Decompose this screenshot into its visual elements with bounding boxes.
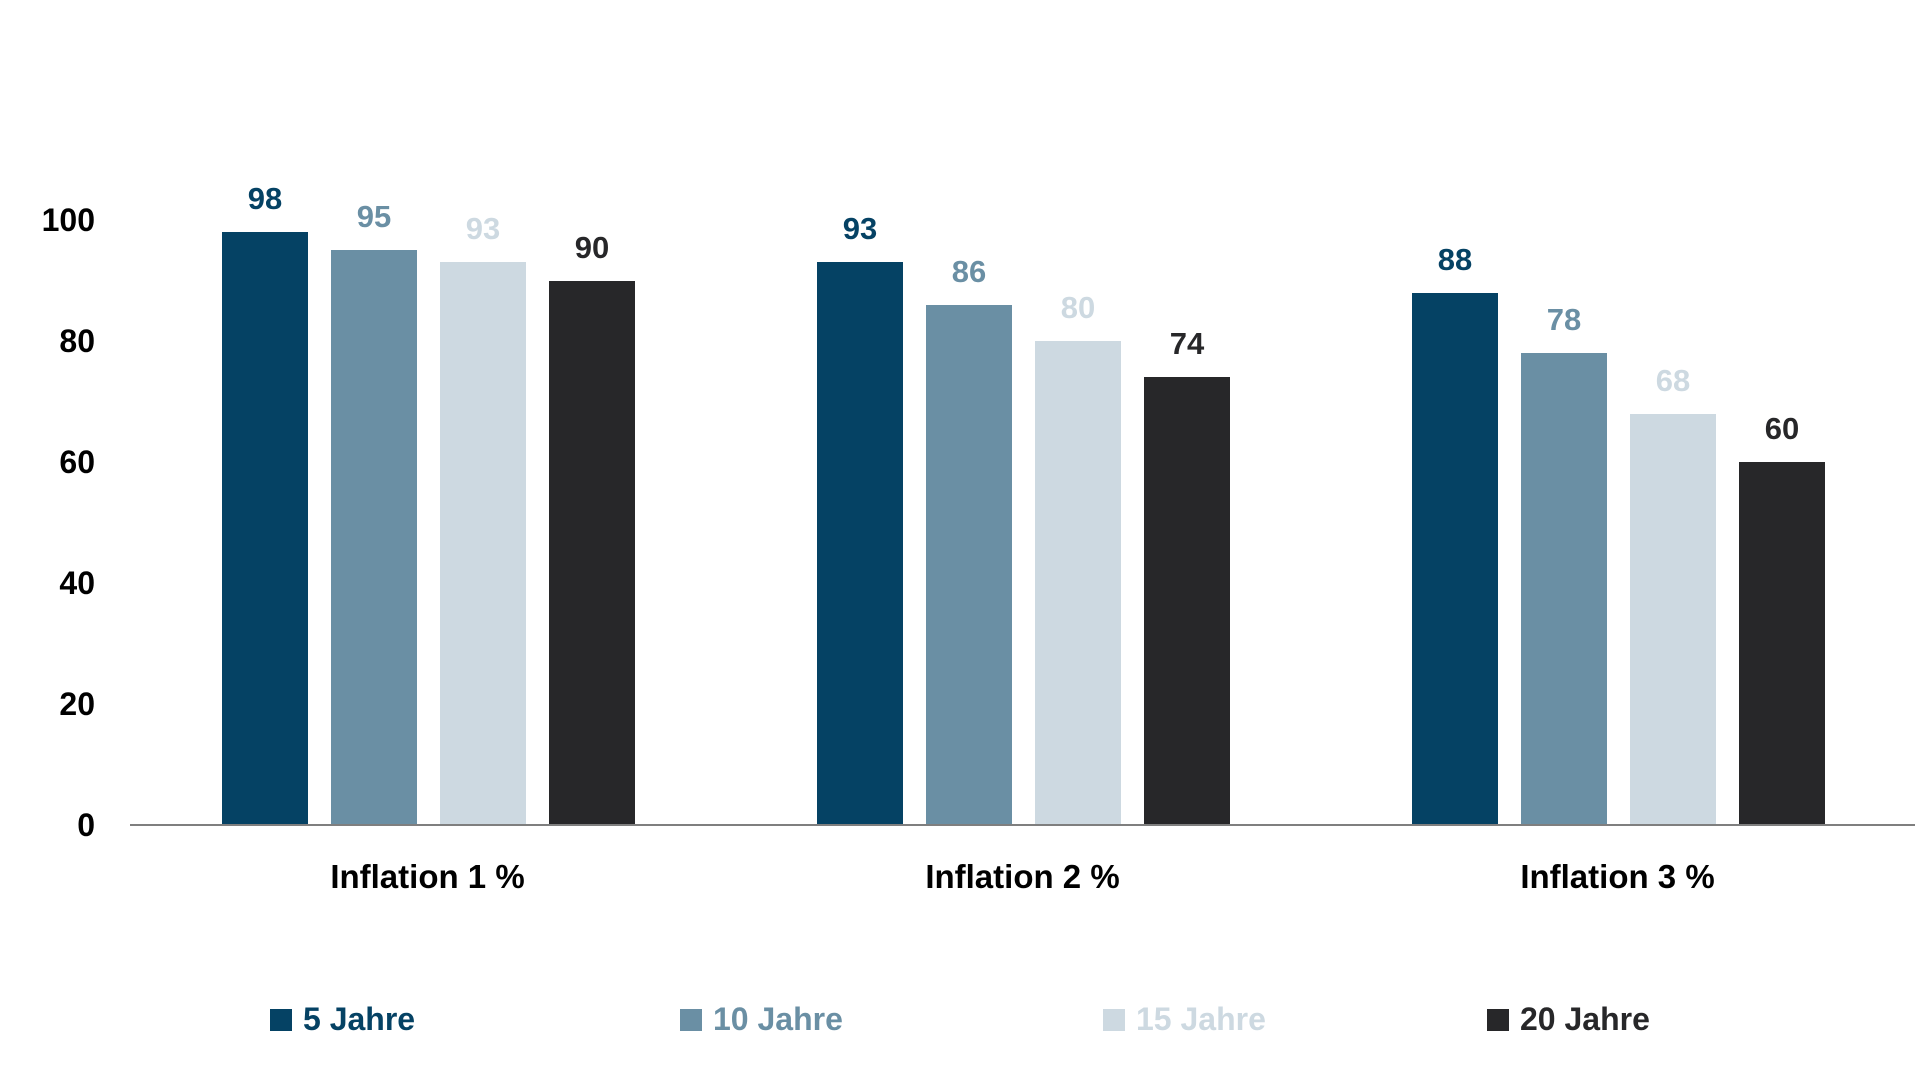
bar-5-jahre-2	[817, 262, 903, 825]
bar-value-label: 98	[247, 181, 283, 217]
legend-label: 5 Jahre	[303, 1001, 416, 1037]
legend-swatch-icon	[680, 1008, 702, 1031]
bar-value-label: 95	[356, 199, 392, 235]
bar-5-jahre-1	[222, 232, 308, 825]
bar-20-jahre-2	[1144, 377, 1230, 825]
legend-swatch-icon	[1103, 1008, 1125, 1031]
legend-label: 20 Jahre	[1520, 1001, 1650, 1037]
bar-value-label: 93	[465, 211, 501, 247]
legend-item-20-jahre: 20 Jahre	[1487, 1001, 1650, 1038]
bar-value-label: 86	[951, 253, 987, 289]
bar-10-jahre-1	[331, 250, 417, 825]
bar-15-jahre-1	[440, 262, 526, 825]
category-label: Inflation 2 %	[925, 858, 1120, 895]
y-tick-label: 60	[59, 444, 95, 480]
bar-value-label: 88	[1437, 241, 1473, 277]
bar-15-jahre-3	[1630, 413, 1716, 825]
bar-value-label: 68	[1655, 362, 1691, 398]
bar-5-jahre-3	[1412, 292, 1498, 825]
bar-value-label: 78	[1546, 302, 1582, 338]
legend-item-5-jahre: 5 Jahre	[270, 1001, 415, 1038]
legend-swatch-icon	[1487, 1008, 1509, 1031]
y-tick-label: 20	[59, 686, 95, 722]
bar-15-jahre-2	[1035, 341, 1121, 825]
category-label: Inflation 3 %	[1520, 858, 1715, 895]
bar-value-label: 90	[574, 229, 610, 265]
bar-value-label: 80	[1060, 290, 1096, 325]
bar-10-jahre-3	[1521, 353, 1607, 825]
bar-value-label: 60	[1764, 411, 1800, 446]
y-tick-label: 0	[77, 807, 95, 843]
legend-item-10-jahre: 10 Jahre	[680, 1001, 843, 1038]
legend-label: 15 Jahre	[1136, 1001, 1266, 1037]
bar-20-jahre-1	[549, 280, 635, 825]
x-axis-line	[130, 824, 1915, 826]
legend-label: 10 Jahre	[713, 1001, 843, 1037]
legend-swatch-icon	[270, 1008, 292, 1031]
y-tick-label: 100	[41, 202, 95, 238]
legend-item-15-jahre: 15 Jahre	[1103, 1001, 1266, 1038]
bar-value-label: 93	[842, 211, 878, 247]
y-tick-label: 40	[59, 565, 95, 601]
category-label: Inflation 1 %	[330, 858, 525, 895]
bar-10-jahre-2	[926, 304, 1012, 825]
bar-20-jahre-3	[1739, 462, 1825, 825]
y-tick-label: 80	[59, 323, 95, 359]
bar-value-label: 74	[1169, 326, 1205, 362]
